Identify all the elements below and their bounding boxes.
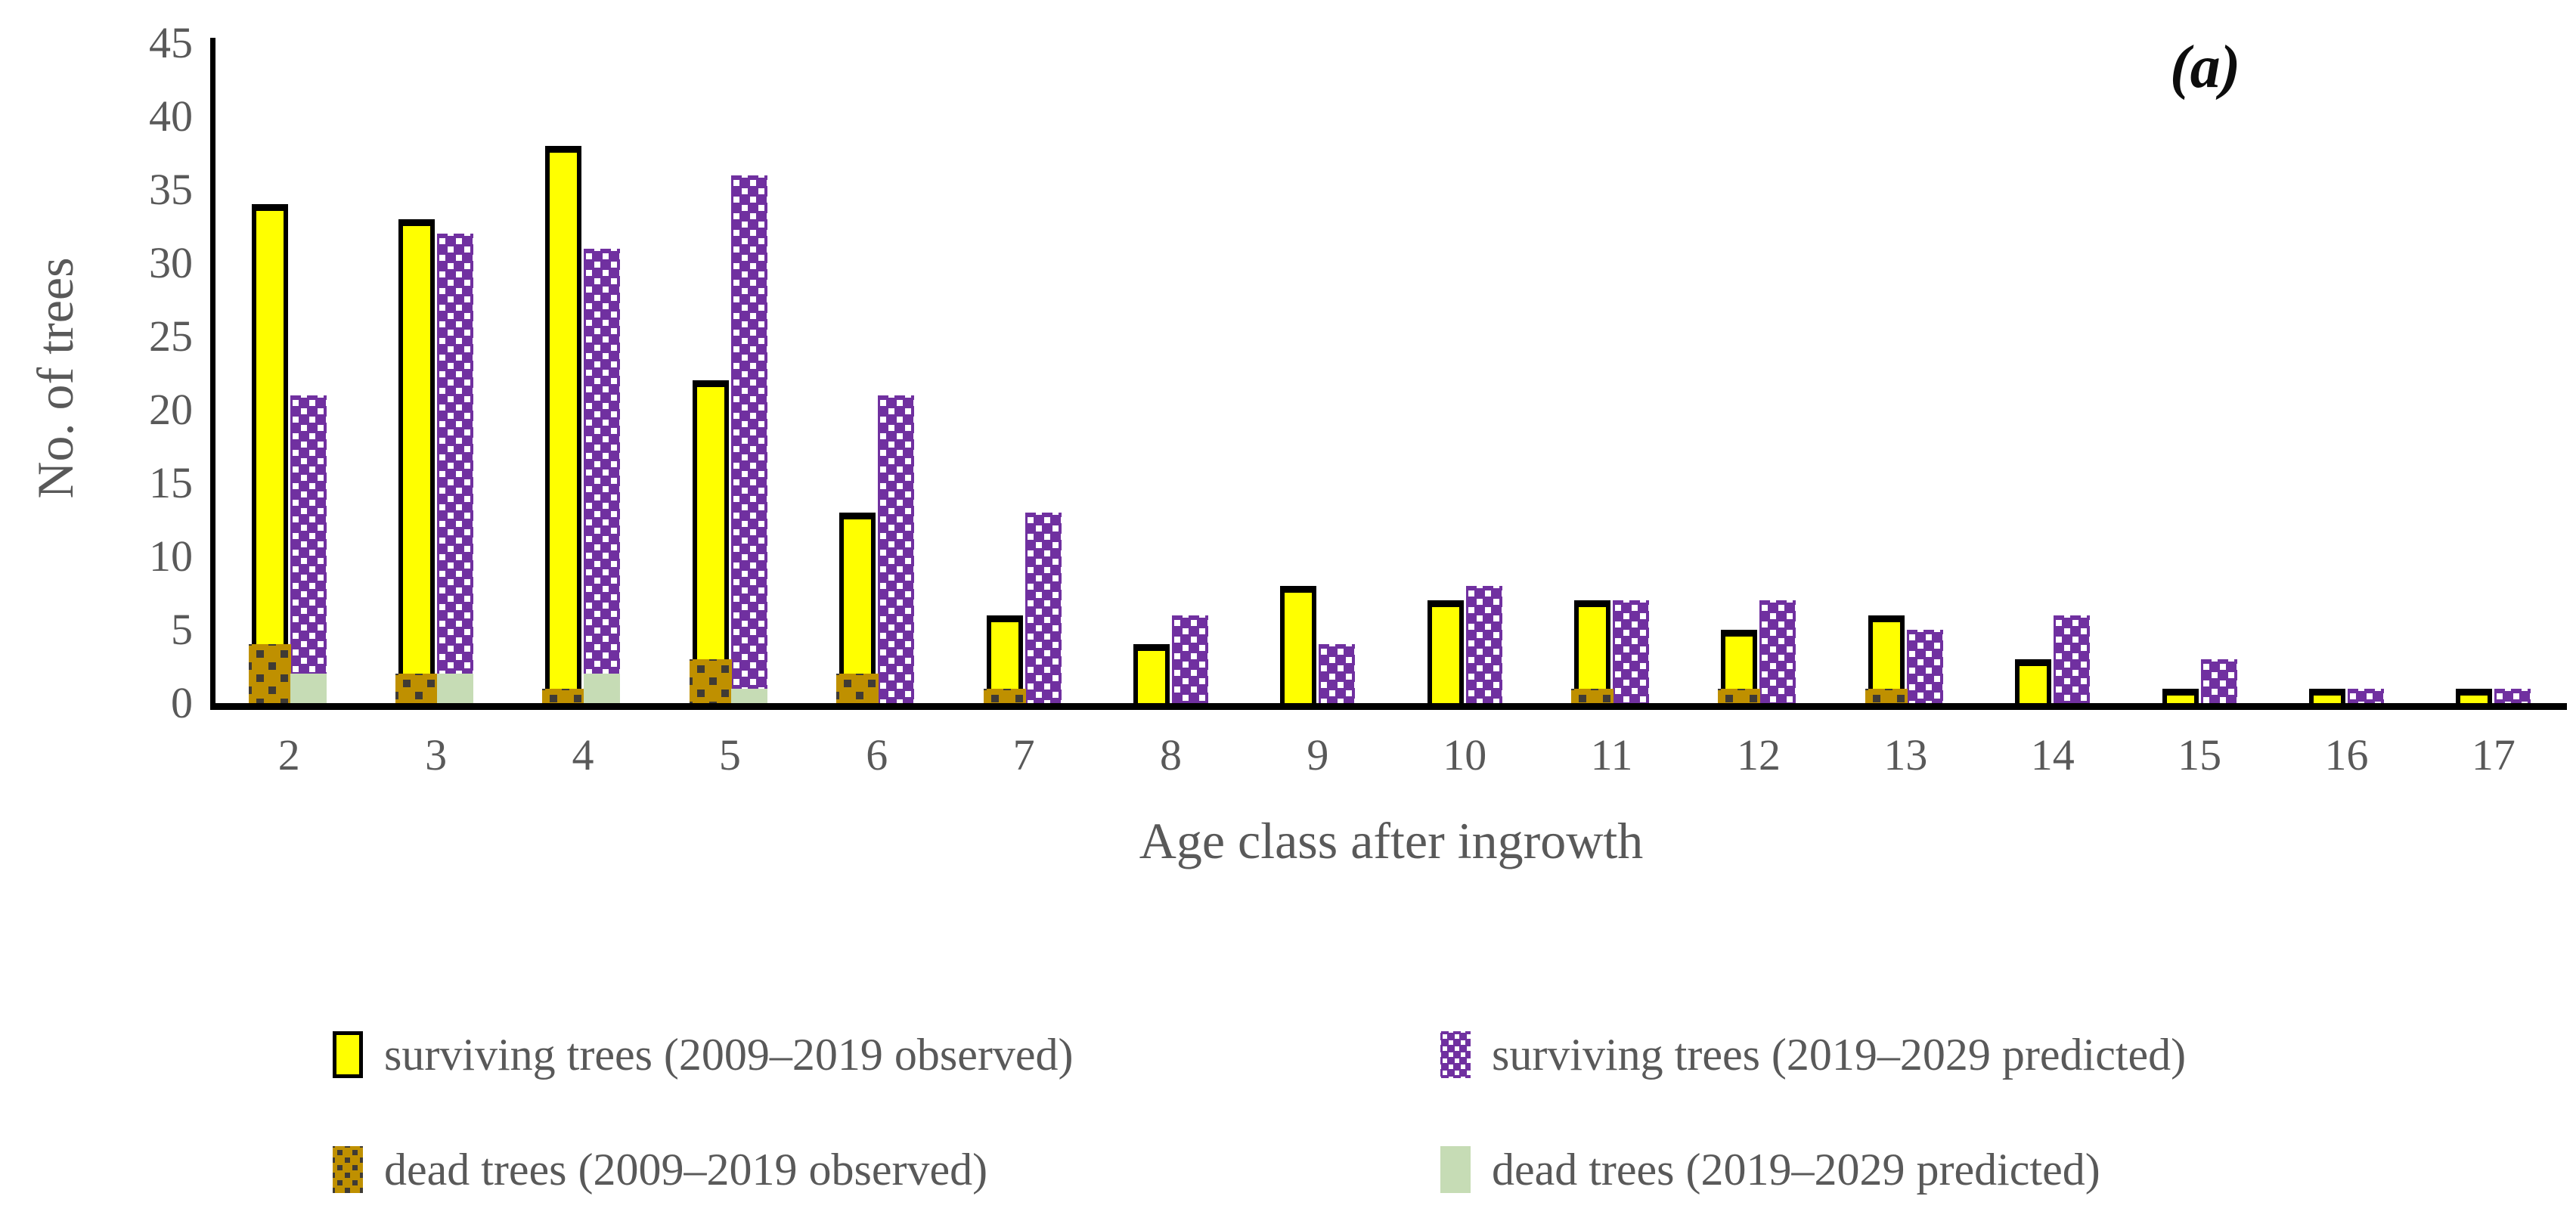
bar-surviving-predicted <box>437 234 474 703</box>
bar-surviving-observed <box>2308 688 2345 703</box>
x-tick-label: 14 <box>2030 730 2075 779</box>
legend-item: surviving trees (2009–2019 observed) <box>333 1027 1073 1083</box>
bar-dead-observed <box>689 659 732 703</box>
bar-surviving-predicted <box>1171 615 1208 703</box>
y-tick-label: 25 <box>149 311 193 361</box>
bar-surviving-observed <box>986 615 1023 703</box>
bar-surviving-observed <box>692 380 729 703</box>
y-tick-label: 30 <box>149 238 193 287</box>
x-tick-label: 12 <box>1736 730 1781 779</box>
bar-dead-predicted <box>584 674 621 703</box>
legend-label: surviving trees (2009–2019 observed) <box>384 1029 1074 1080</box>
y-tick-label: 20 <box>149 385 193 434</box>
bar-surviving-observed <box>398 218 436 703</box>
x-tick-label: 15 <box>2178 730 2222 779</box>
legend-label: dead trees (2019–2029 predicted) <box>1492 1144 2100 1195</box>
y-tick-label: 15 <box>149 458 193 507</box>
bar-dead-observed <box>1865 688 1908 703</box>
bar-surviving-observed <box>1574 600 1611 703</box>
bar-dead-observed <box>836 674 879 703</box>
legend-swatch-green-icon <box>1440 1146 1471 1193</box>
y-tick-label: 35 <box>149 165 193 214</box>
legend-item: surviving trees (2019–2029 predicted) <box>1440 1027 2186 1083</box>
legend-swatch-brown-icon <box>333 1146 363 1193</box>
bar-dead-predicted <box>437 674 474 703</box>
y-tick-label: 0 <box>171 678 193 727</box>
panel-label: (a) <box>2170 34 2241 101</box>
bar-dead-predicted <box>730 688 767 703</box>
bar-surviving-predicted <box>1759 600 1796 703</box>
y-axis-line <box>210 38 215 710</box>
bar-surviving-predicted <box>1613 600 1650 703</box>
legend-item: dead trees (2009–2019 observed) <box>333 1142 987 1198</box>
legend-item: dead trees (2019–2029 predicted) <box>1440 1142 2100 1198</box>
bar-surviving-predicted <box>2054 615 2091 703</box>
bar-dead-observed <box>542 688 585 703</box>
bar-dead-observed <box>1718 688 1761 703</box>
legend-label: dead trees (2009–2019 observed) <box>384 1144 988 1195</box>
bar-surviving-observed <box>2015 659 2052 703</box>
x-tick-label: 2 <box>277 730 300 779</box>
x-tick-label: 6 <box>866 730 888 779</box>
y-tick-label: 40 <box>149 91 193 141</box>
x-tick-label: 4 <box>572 730 594 779</box>
bar-surviving-observed <box>1133 644 1170 703</box>
x-axis-line <box>210 703 2567 710</box>
bar-surviving-observed <box>251 204 288 703</box>
x-axis-title: Age class after ingrowth <box>1139 812 1644 869</box>
bar-surviving-observed <box>1868 615 1905 703</box>
x-tick-label: 10 <box>1443 730 1487 779</box>
bar-surviving-predicted <box>1319 644 1356 703</box>
bar-surviving-predicted <box>2494 688 2531 703</box>
y-tick-label: 5 <box>171 605 193 654</box>
bar-surviving-observed <box>1280 585 1317 703</box>
bar-surviving-observed <box>1427 600 1464 703</box>
y-tick-label: 10 <box>149 531 193 581</box>
bar-surviving-predicted <box>1906 630 1943 703</box>
x-tick-label: 9 <box>1307 730 1329 779</box>
x-tick-label: 16 <box>2324 730 2369 779</box>
bar-dead-observed <box>248 644 291 703</box>
bar-surviving-predicted <box>1025 512 1062 703</box>
legend-swatch-purple-icon <box>1440 1031 1471 1078</box>
x-tick-label: 13 <box>1883 730 1928 779</box>
x-tick-label: 5 <box>718 730 741 779</box>
bar-surviving-predicted <box>730 175 767 703</box>
bar-dead-predicted <box>290 674 327 703</box>
x-tick-label: 3 <box>425 730 448 779</box>
legend-label: surviving trees (2019–2029 predicted) <box>1492 1029 2187 1080</box>
bar-surviving-observed <box>1721 630 1758 703</box>
bar-surviving-predicted <box>1465 585 1502 703</box>
bar-surviving-observed <box>839 512 876 703</box>
bar-dead-observed <box>1571 688 1614 703</box>
bar-surviving-observed <box>2162 688 2199 703</box>
bar-dead-observed <box>395 674 439 703</box>
x-tick-label: 11 <box>1590 730 1633 779</box>
bar-dead-observed <box>983 688 1026 703</box>
bar-surviving-predicted <box>584 248 621 703</box>
y-tick-label: 45 <box>149 18 193 67</box>
bar-surviving-predicted <box>2200 659 2237 703</box>
x-tick-label: 7 <box>1012 730 1035 779</box>
x-tick-label: 17 <box>2471 730 2516 779</box>
bar-surviving-observed <box>545 145 582 703</box>
legend-swatch-yellow-icon <box>333 1031 363 1078</box>
bar-surviving-predicted <box>2347 688 2384 703</box>
bar-surviving-predicted <box>290 395 327 703</box>
bar-surviving-observed <box>2456 688 2493 703</box>
x-tick-label: 8 <box>1159 730 1182 779</box>
bar-surviving-predicted <box>878 395 915 703</box>
